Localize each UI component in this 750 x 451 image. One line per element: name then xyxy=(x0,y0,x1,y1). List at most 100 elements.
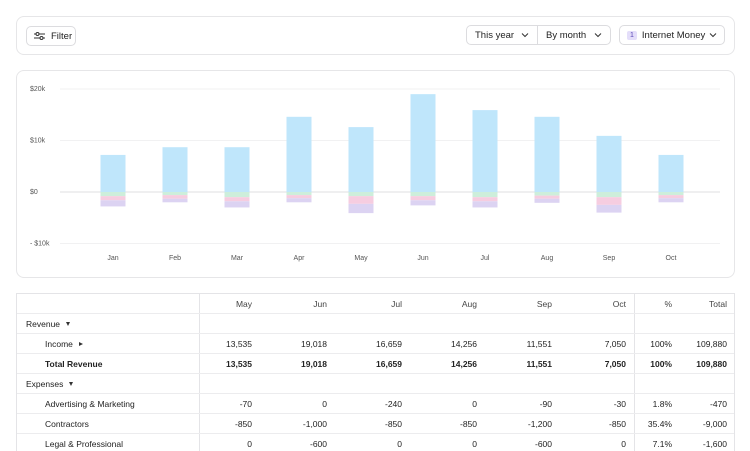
cell: -470 xyxy=(709,398,727,409)
bar xyxy=(534,195,560,199)
cell: -9,000 xyxy=(702,418,727,429)
bar xyxy=(410,94,436,192)
bar xyxy=(286,195,312,199)
cell: -850 xyxy=(384,418,402,429)
bar xyxy=(162,192,188,196)
cell: -850 xyxy=(234,418,252,429)
table-row: Contractors -850 -1,000 -850 -850 -1,200 -850 3… xyxy=(17,414,734,434)
cell: -240 xyxy=(384,398,402,409)
cell: 19,018 xyxy=(301,338,327,349)
chevron xyxy=(521,33,529,38)
bar xyxy=(472,201,498,208)
cell: 35.4% xyxy=(647,418,672,429)
empty-cell xyxy=(200,314,260,333)
bar xyxy=(224,192,250,198)
row-label-text: Income xyxy=(45,338,73,349)
cell: 14,256 xyxy=(451,358,477,369)
chevron xyxy=(594,33,602,38)
collapse-toggle[interactable] xyxy=(66,321,71,326)
bar xyxy=(100,200,126,207)
y-tick-label: - $10k xyxy=(30,240,50,247)
column-header: Jul xyxy=(391,298,402,309)
bar xyxy=(100,192,126,197)
cell: -30 xyxy=(560,394,635,413)
column-header: Aug xyxy=(461,298,477,309)
table-row: Advertising & Marketing -70 0 -240 0 -90 -30 1.… xyxy=(17,394,734,414)
table-row: Income 13,535 19,018 16,659 14,256 11,551 7,05… xyxy=(17,334,734,354)
section-label[interactable]: Revenue xyxy=(17,314,200,333)
empty-cell xyxy=(635,314,680,333)
cell: 7.1% xyxy=(652,438,672,449)
bar xyxy=(596,197,622,205)
bar xyxy=(410,196,436,201)
column-header: Total xyxy=(709,298,727,309)
cell: 0 xyxy=(472,398,477,409)
report-table: May Jun Jul Aug Sep Oct% Total Revenue Income 13,… xyxy=(16,293,735,451)
empty-cell xyxy=(560,374,635,393)
column-header: % xyxy=(664,298,672,309)
bar xyxy=(534,198,560,203)
cell: 0 xyxy=(560,434,635,451)
period-label: This year xyxy=(475,29,515,41)
bar xyxy=(286,192,312,196)
row-label-text: Legal & Professional xyxy=(45,438,123,449)
cell: 11,551 xyxy=(526,358,552,369)
cell: 19,018 xyxy=(301,358,327,369)
bar xyxy=(286,198,312,203)
bar xyxy=(224,147,250,192)
collapse-toggle[interactable] xyxy=(69,381,74,386)
y-tick-label: $10k xyxy=(30,137,46,144)
cell: -70 xyxy=(239,398,252,409)
grouping-dropdown[interactable]: By month xyxy=(537,25,611,45)
account-dropdown[interactable]: 1 Internet Money xyxy=(619,25,725,45)
x-tick-label: Sep xyxy=(603,255,616,262)
empty-cell xyxy=(635,374,680,393)
empty-cell xyxy=(485,314,560,333)
cell: -850 xyxy=(560,414,635,433)
bar xyxy=(596,135,622,192)
empty-cell xyxy=(200,374,260,393)
bar xyxy=(100,196,126,201)
cell: 16,659 xyxy=(376,338,402,349)
section-label[interactable]: Expenses xyxy=(17,374,200,393)
bar xyxy=(286,116,312,192)
bar xyxy=(658,195,684,199)
column-header: Sep xyxy=(536,298,552,309)
section-row: Revenue xyxy=(17,314,734,334)
row-label-text: Advertising & Marketing xyxy=(45,398,135,409)
y-tick-label: $0 xyxy=(30,189,38,196)
x-tick-label: Mar xyxy=(231,255,244,262)
cell: 109,880 xyxy=(696,358,727,369)
row-label: Advertising & Marketing xyxy=(17,394,200,413)
bar xyxy=(534,192,560,196)
x-tick-label: Jun xyxy=(417,255,428,262)
bar xyxy=(224,201,250,208)
empty-cell xyxy=(485,374,560,393)
bar xyxy=(162,195,188,199)
cell: -1,600 xyxy=(702,438,727,449)
bar xyxy=(348,127,374,192)
cell: 7,050 xyxy=(560,334,635,353)
row-label: Income xyxy=(17,334,200,353)
bar xyxy=(410,192,436,197)
x-tick-label: Oct xyxy=(666,255,677,262)
cell: -90 xyxy=(539,398,552,409)
bar xyxy=(348,203,374,214)
column-header: Oct xyxy=(560,294,635,313)
bar xyxy=(596,192,622,198)
bar xyxy=(596,204,622,213)
cell: 100% xyxy=(650,358,672,369)
header-cell xyxy=(17,294,200,313)
empty-cell xyxy=(680,374,735,393)
empty-cell xyxy=(260,374,335,393)
empty-cell xyxy=(680,314,735,333)
table-row: Legal & Professional 0 -600 0 0 -600 0 7.1% -1,6… xyxy=(17,434,734,451)
row-label: Total Revenue xyxy=(17,354,200,373)
expand-toggle[interactable] xyxy=(78,341,83,346)
cell: -600 xyxy=(534,438,552,449)
x-tick-label: Jan xyxy=(107,255,118,262)
row-label: Contractors xyxy=(17,414,200,433)
header-row: May Jun Jul Aug Sep Oct% Total xyxy=(17,294,734,314)
cell: 7,050 xyxy=(560,354,635,373)
filter-button[interactable]: Filter xyxy=(26,26,76,46)
